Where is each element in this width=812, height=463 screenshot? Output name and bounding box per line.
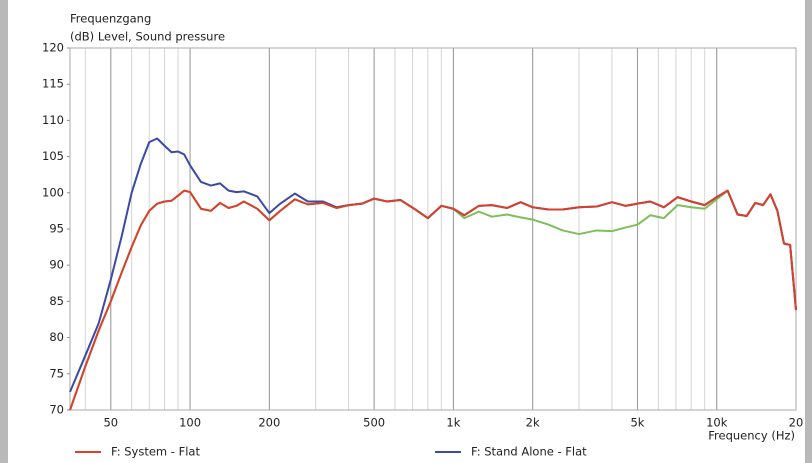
- y-tick-label: 85: [49, 294, 64, 308]
- x-tick-label: 2k: [526, 416, 540, 430]
- x-tick-label: 100: [179, 416, 201, 430]
- x-tick-label: 1k: [446, 416, 460, 430]
- y-tick-label: 95: [49, 222, 64, 236]
- y-tick-label: 105: [42, 149, 64, 163]
- y-tick-label: 80: [49, 330, 64, 344]
- y-tick-label: 70: [49, 403, 64, 417]
- y-tick-label: 115: [42, 77, 64, 91]
- legend-label: F: System - Flat: [111, 445, 200, 459]
- x-tick-label: 200: [258, 416, 280, 430]
- chart-title: Frequenzgang: [70, 12, 151, 26]
- legend-label: F: Stand Alone - Flat: [471, 445, 587, 459]
- x-tick-label: 10k: [706, 416, 728, 430]
- x-tick-label: 20: [789, 416, 804, 430]
- y-tick-label: 110: [42, 113, 64, 127]
- x-tick-label: 500: [363, 416, 385, 430]
- series-line: [69, 189, 797, 411]
- panel: [8, 0, 805, 463]
- plot-frame: [69, 47, 797, 411]
- x-tick-label: 5k: [630, 416, 644, 430]
- y-axis-label: (dB) Level, Sound pressure: [70, 30, 225, 44]
- y-tick-label: 120: [42, 41, 64, 55]
- y-tick-label: 75: [49, 366, 64, 380]
- y-tick-label: 90: [49, 258, 64, 272]
- y-tick-label: 100: [42, 185, 64, 199]
- x-tick-label: 50: [103, 416, 118, 430]
- x-axis-label: Frequency (Hz): [708, 429, 795, 443]
